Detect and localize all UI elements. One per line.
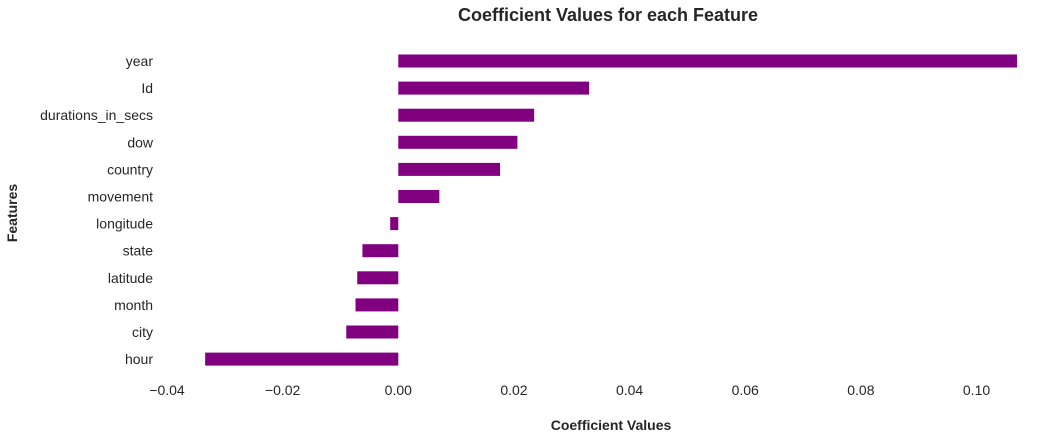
y-axis-title: Features	[4, 184, 20, 243]
bar-Id	[398, 81, 590, 95]
bar-state	[362, 244, 399, 258]
bar-year	[398, 54, 1018, 68]
y-tick-label-movement: movement	[88, 189, 153, 205]
y-tick-label-hour: hour	[125, 351, 153, 367]
x-tick-label: −0.04	[149, 382, 185, 398]
y-tick-label-month: month	[114, 297, 153, 313]
y-tick-label-city: city	[132, 324, 153, 340]
x-tick-label: 0.10	[963, 382, 990, 398]
x-tick-label: 0.02	[500, 382, 527, 398]
chart-title: Coefficient Values for each Feature	[458, 5, 758, 25]
bar-city	[346, 325, 399, 339]
x-tick-label: 0.06	[732, 382, 759, 398]
x-tick-label: 0.08	[847, 382, 874, 398]
x-tick-labels: −0.04 −0.02 0.00 0.02 0.04 0.06 0.08 0.10	[149, 382, 990, 398]
x-axis-title: Coefficient Values	[551, 417, 672, 433]
bar-dow	[398, 135, 518, 149]
y-tick-label-latitude: latitude	[108, 270, 153, 286]
bar-latitude	[357, 271, 399, 285]
y-tick-label-Id: Id	[141, 80, 153, 96]
x-tick-label: −0.02	[265, 382, 301, 398]
bars-group	[205, 54, 1018, 366]
bar-month	[355, 298, 399, 312]
bar-movement	[398, 190, 440, 203]
bar-durations_in_secs	[398, 108, 535, 122]
bar-longitude	[390, 217, 399, 231]
y-tick-label-country: country	[107, 161, 153, 177]
y-tick-label-durations_in_secs: durations_in_secs	[40, 107, 153, 123]
bar-country	[398, 162, 501, 176]
y-tick-label-year: year	[126, 53, 154, 69]
x-tick-label: 0.04	[616, 382, 643, 398]
y-tick-label-longitude: longitude	[96, 216, 153, 232]
x-tick-label: 0.00	[385, 382, 412, 398]
bar-hour	[205, 352, 399, 366]
y-tick-label-dow: dow	[127, 134, 154, 150]
y-tick-label-state: state	[123, 243, 154, 259]
